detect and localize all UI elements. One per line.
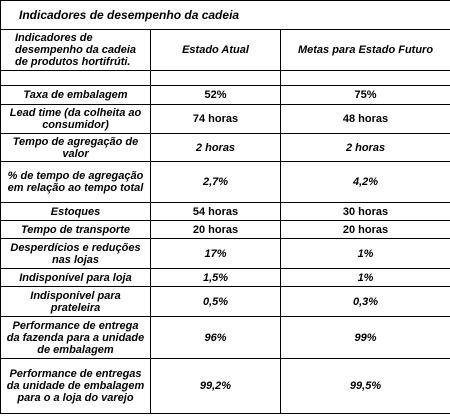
- indicator-cell: Lead time (da colheita ao consumidor): [0, 104, 151, 134]
- indicator-cell: Tempo de transporte: [0, 220, 151, 239]
- indicator-cell: Indisponível para loja: [0, 268, 151, 287]
- table-row: Estoques 54 horas 30 horas: [0, 202, 450, 221]
- value-cell: 99,5%: [279, 358, 450, 414]
- value-cell: 54 horas: [150, 202, 281, 221]
- table-row: Performance de entregas da unidade de em…: [0, 358, 450, 414]
- value-cell: 17%: [150, 238, 281, 269]
- value-cell: 74 horas: [150, 104, 281, 134]
- value-cell: 1%: [279, 238, 450, 269]
- value-cell: 52%: [150, 85, 281, 105]
- table-row: Tempo de transporte 20 horas 20 horas: [0, 220, 450, 239]
- table-row: Indisponível para prateleira 0,5% 0,3%: [0, 286, 450, 317]
- value-cell: 20 horas: [279, 220, 450, 239]
- table-row: % de tempo de agregação em relação ao te…: [0, 161, 450, 203]
- table-row: Indisponível para loja 1,5% 1%: [0, 268, 450, 287]
- table-row: Performance de entrega da fazenda para a…: [0, 316, 450, 359]
- blank-cell: [279, 70, 450, 86]
- table-row: Lead time (da colheita ao consumidor) 74 …: [0, 104, 450, 134]
- value-cell: 4,2%: [279, 161, 450, 203]
- blank-cell: [0, 70, 151, 86]
- header-row: Indicadores de desempenho da cadeia de p…: [0, 29, 450, 71]
- blank-row: [0, 70, 450, 86]
- indicator-cell: Performance de entregas da unidade de em…: [0, 358, 151, 414]
- table-title: Indicadores de desempenho da cadeia: [0, 0, 450, 30]
- header-cell: Metas para Estado Futuro: [279, 29, 450, 71]
- value-cell: 75%: [279, 85, 450, 105]
- value-cell: 30 horas: [279, 202, 450, 221]
- indicator-cell: Indisponível para prateleira: [0, 286, 151, 317]
- title-row: Indicadores de desempenho da cadeia: [0, 0, 450, 30]
- indicator-cell: Tempo de agregação de valor: [0, 133, 151, 162]
- value-cell: 0,3%: [279, 286, 450, 317]
- value-cell: 99,2%: [150, 358, 281, 414]
- header-cell: Estado Atual: [150, 29, 281, 71]
- blank-cell: [150, 70, 281, 86]
- table-row: Tempo de agregação de valor 2 horas 2 hora…: [0, 133, 450, 162]
- value-cell: 48 horas: [279, 104, 450, 134]
- value-cell: 2,7%: [150, 161, 281, 203]
- indicator-cell: Desperdícios e reduções nas lojas: [0, 238, 151, 269]
- indicator-cell: Estoques: [0, 202, 151, 221]
- value-cell: 2 horas: [150, 133, 281, 162]
- value-cell: 99%: [279, 316, 450, 359]
- header-cell: Indicadores de desempenho da cadeia de p…: [0, 29, 151, 71]
- table-row: Taxa de embalagem 52% 75%: [0, 85, 450, 105]
- indicator-cell: Taxa de embalagem: [0, 85, 151, 105]
- value-cell: 0,5%: [150, 286, 281, 317]
- table-row: Desperdícios e reduções nas lojas 17% 1%: [0, 238, 450, 269]
- indicator-cell: Performance de entrega da fazenda para a…: [0, 316, 151, 359]
- value-cell: 2 horas: [279, 133, 450, 162]
- indicator-cell: % de tempo de agregação em relação ao te…: [0, 161, 151, 203]
- value-cell: 1,5%: [150, 268, 281, 287]
- value-cell: 20 horas: [150, 220, 281, 239]
- value-cell: 96%: [150, 316, 281, 359]
- value-cell: 1%: [279, 268, 450, 287]
